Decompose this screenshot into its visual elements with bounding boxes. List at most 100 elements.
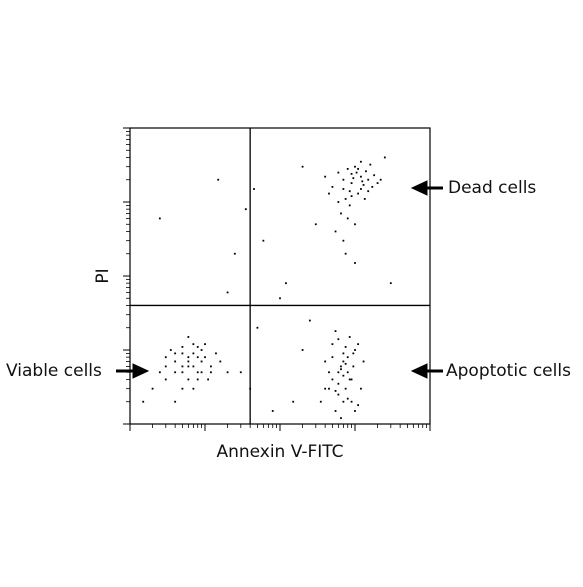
annotation: Apoptotic cells [446,361,571,381]
dot [226,291,229,294]
dot [331,185,334,188]
dot [334,330,337,333]
dot [285,282,287,285]
dot [174,371,177,374]
dot [340,368,342,371]
dot [169,349,172,351]
dot [308,319,311,322]
dot [207,378,210,381]
dot [346,397,349,400]
dot [367,190,370,193]
dot [187,365,190,368]
dot [352,352,355,355]
dot [192,365,195,368]
dot [340,365,342,368]
dot [342,178,345,181]
dot [196,356,199,359]
dot [369,163,372,166]
dot [360,387,362,390]
dot [196,371,199,374]
dot [362,184,365,186]
dot [337,382,340,385]
dot [344,362,347,365]
dot [181,387,184,390]
dot [164,378,167,381]
dot [348,204,351,207]
arrow-head [132,363,150,379]
dot [340,212,342,215]
dot [354,165,356,168]
dot [362,360,365,363]
dot [158,217,161,220]
dot [365,170,367,173]
dot [328,192,330,195]
dot [314,223,317,226]
dot [164,365,167,368]
dot [334,230,337,233]
dot [350,195,353,198]
dot [204,343,206,346]
dot [292,400,295,403]
dot [151,387,154,390]
dot [187,356,190,359]
dot [253,188,255,190]
dot [164,356,167,359]
dot [346,356,349,359]
dot [324,360,327,363]
dot [354,262,356,264]
dot [192,343,195,346]
dot [174,352,177,355]
dot [354,349,356,351]
dot [192,387,195,390]
dot [301,165,304,168]
dot [324,175,327,178]
dot [354,223,356,226]
dot [371,185,374,188]
dot [344,252,347,255]
dot [334,390,337,392]
dot [348,378,351,381]
arrow-head [410,180,428,196]
dot [256,326,259,329]
dot [346,371,349,374]
dot [328,387,330,390]
dot [352,177,355,180]
dot [187,336,190,338]
arrow-head [410,363,428,379]
dot [233,252,236,255]
dot [174,360,177,363]
dot [379,178,382,181]
dot [357,404,360,407]
dot [301,349,304,351]
dot [360,188,362,190]
dot [361,180,364,183]
dot [346,217,349,220]
dot [319,400,322,403]
dot [328,371,330,374]
dot [337,393,340,396]
dot [210,365,212,368]
dot [200,360,203,363]
dot [239,371,242,374]
annotation: Dead cells [448,178,536,198]
dot [192,352,195,355]
dot [187,360,190,363]
dot [226,371,229,374]
dot [357,168,360,170]
dot [367,178,370,181]
dot [331,378,334,381]
dot [348,190,351,193]
arrows [116,180,443,379]
dot [348,336,351,338]
dot [350,172,353,175]
y-axis-label: PI [93,268,113,283]
dot [350,400,353,403]
dot [181,352,184,355]
dot [181,365,184,368]
annotation: Viable cells [6,361,102,381]
dot [181,371,184,374]
dot [244,208,247,211]
